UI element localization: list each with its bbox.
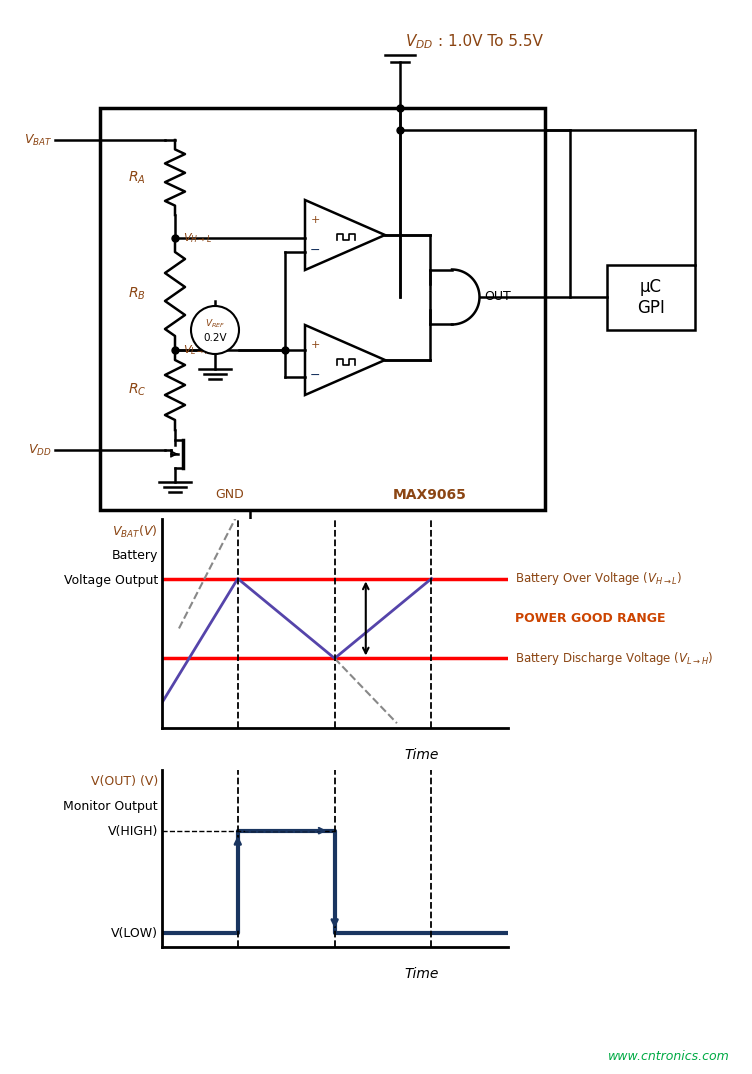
Text: $\mathit{V_{DD}}$: $\mathit{V_{DD}}$ [29, 442, 52, 458]
Bar [607, 265, 695, 330]
Text: +: + [311, 340, 320, 350]
Text: www.cntronics.com: www.cntronics.com [608, 1050, 729, 1063]
Text: $\mathit{R_B}$: $\mathit{R_B}$ [128, 286, 146, 302]
Circle shape [191, 306, 239, 354]
Text: μC
GPI: μC GPI [637, 278, 665, 317]
Text: $\mathit{V_{DD}}$: $\mathit{V_{DD}}$ [405, 32, 433, 52]
Text: V(OUT) (V): V(OUT) (V) [91, 775, 158, 788]
Text: Voltage Output: Voltage Output [64, 574, 158, 586]
Text: Monitor Output: Monitor Output [63, 800, 158, 813]
Text: $\mathit{V_{BAT}}$: $\mathit{V_{BAT}}$ [23, 132, 52, 147]
Text: Time: Time [404, 967, 438, 981]
Text: : 1.0V To 5.5V: : 1.0V To 5.5V [438, 34, 543, 49]
Text: $V_{L\rightarrow H}$: $V_{L\rightarrow H}$ [183, 343, 212, 357]
Text: MAX9065: MAX9065 [393, 488, 467, 502]
Text: $\mathit{R_C}$: $\mathit{R_C}$ [128, 381, 146, 398]
Text: $V_{H\rightarrow L}$: $V_{H\rightarrow L}$ [183, 231, 212, 245]
Text: OUT: OUT [484, 290, 511, 304]
Text: $V_{BAT}(V)$: $V_{BAT}(V)$ [113, 524, 158, 540]
Text: +: + [311, 215, 320, 224]
Text: V(HIGH): V(HIGH) [108, 825, 158, 838]
Text: −: − [310, 368, 320, 381]
Text: GND: GND [216, 489, 244, 502]
Text: Battery: Battery [111, 549, 158, 562]
Bar [100, 108, 545, 510]
Text: Battery Over Voltage ($V_{H\rightarrow L}$): Battery Over Voltage ($V_{H\rightarrow L… [515, 570, 683, 587]
Text: Battery Discharge Voltage ($V_{L\rightarrow H}$): Battery Discharge Voltage ($V_{L\rightar… [515, 650, 714, 667]
Text: Time: Time [404, 748, 438, 761]
Text: V(LOW): V(LOW) [111, 927, 158, 940]
Text: 0.2V: 0.2V [203, 333, 227, 343]
Text: $V_{REF}$: $V_{REF}$ [205, 318, 225, 330]
Text: $\mathit{R_A}$: $\mathit{R_A}$ [128, 170, 146, 186]
Text: −: − [310, 244, 320, 257]
Text: POWER GOOD RANGE: POWER GOOD RANGE [515, 612, 666, 625]
